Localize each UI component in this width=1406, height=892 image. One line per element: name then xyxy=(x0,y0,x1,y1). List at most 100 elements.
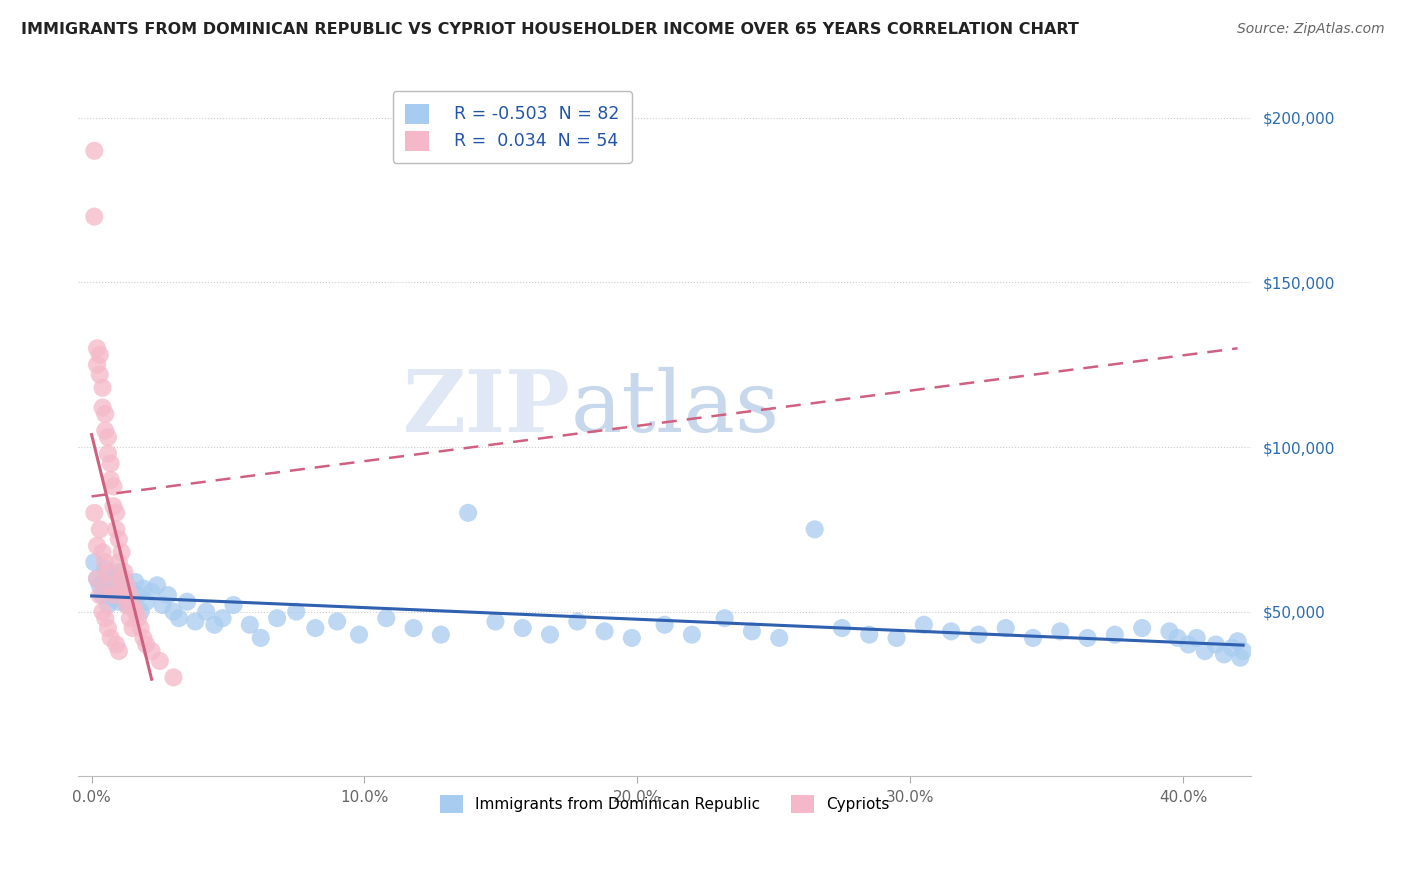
Point xyxy=(103,479,125,493)
Point xyxy=(538,627,561,641)
Point xyxy=(100,457,122,471)
Point xyxy=(713,611,735,625)
Point xyxy=(100,578,122,592)
Point xyxy=(100,631,122,645)
Point xyxy=(127,611,149,625)
Point xyxy=(94,555,117,569)
Point xyxy=(430,627,453,641)
Point xyxy=(768,631,790,645)
Point xyxy=(1077,631,1099,645)
Point xyxy=(886,631,908,645)
Point xyxy=(202,617,225,632)
Point xyxy=(105,522,128,536)
Point xyxy=(803,522,825,536)
Point xyxy=(94,611,117,625)
Point xyxy=(89,522,111,536)
Point xyxy=(402,621,425,635)
Point xyxy=(112,588,135,602)
Point xyxy=(86,572,108,586)
Point xyxy=(105,506,128,520)
Point xyxy=(512,621,534,635)
Point xyxy=(100,572,122,586)
Point xyxy=(135,595,157,609)
Point xyxy=(112,588,135,602)
Point xyxy=(129,621,152,635)
Point xyxy=(97,598,120,612)
Point xyxy=(86,358,108,372)
Point xyxy=(110,572,132,586)
Point xyxy=(115,598,138,612)
Point xyxy=(97,430,120,444)
Point xyxy=(103,500,125,514)
Point xyxy=(135,638,157,652)
Point xyxy=(112,565,135,579)
Point xyxy=(94,424,117,438)
Point xyxy=(167,611,190,625)
Point xyxy=(97,565,120,579)
Point xyxy=(91,401,114,415)
Point xyxy=(91,605,114,619)
Point xyxy=(184,615,207,629)
Point xyxy=(1213,648,1236,662)
Point xyxy=(149,654,172,668)
Point xyxy=(152,598,174,612)
Point xyxy=(115,598,138,612)
Point xyxy=(132,582,155,596)
Point xyxy=(266,611,288,625)
Point xyxy=(326,615,349,629)
Text: Source: ZipAtlas.com: Source: ZipAtlas.com xyxy=(1237,22,1385,37)
Point xyxy=(121,598,143,612)
Point xyxy=(1177,638,1199,652)
Point xyxy=(115,578,138,592)
Point xyxy=(94,562,117,576)
Point xyxy=(285,605,308,619)
Point xyxy=(249,631,271,645)
Point xyxy=(654,617,676,632)
Point xyxy=(89,348,111,362)
Point xyxy=(1220,640,1243,655)
Point xyxy=(195,605,218,619)
Point xyxy=(1049,624,1071,639)
Point xyxy=(375,611,398,625)
Point xyxy=(108,644,131,658)
Point xyxy=(912,617,935,632)
Point xyxy=(858,627,880,641)
Point xyxy=(939,624,962,639)
Point xyxy=(91,545,114,559)
Point xyxy=(108,532,131,546)
Point xyxy=(1194,644,1216,658)
Point xyxy=(681,627,703,641)
Text: ZIP: ZIP xyxy=(404,367,571,450)
Point xyxy=(86,539,108,553)
Point xyxy=(110,545,132,559)
Point xyxy=(1205,638,1227,652)
Point xyxy=(86,572,108,586)
Point xyxy=(1130,621,1153,635)
Point xyxy=(239,617,262,632)
Point xyxy=(347,627,370,641)
Point xyxy=(484,615,506,629)
Point xyxy=(211,611,233,625)
Point xyxy=(1104,627,1126,641)
Point xyxy=(121,591,143,606)
Point xyxy=(103,591,125,606)
Point xyxy=(105,585,128,599)
Point xyxy=(620,631,643,645)
Point xyxy=(146,578,169,592)
Point xyxy=(83,506,105,520)
Point xyxy=(967,627,990,641)
Point xyxy=(97,621,120,635)
Point xyxy=(593,624,616,639)
Point xyxy=(156,588,179,602)
Point xyxy=(1159,624,1181,639)
Point xyxy=(105,638,128,652)
Point xyxy=(994,621,1017,635)
Point xyxy=(141,585,163,599)
Point xyxy=(97,582,120,596)
Point xyxy=(118,611,141,625)
Point xyxy=(1167,631,1189,645)
Point xyxy=(89,578,111,592)
Point xyxy=(89,368,111,382)
Legend: Immigrants from Dominican Republic, Cypriots: Immigrants from Dominican Republic, Cypr… xyxy=(427,783,901,825)
Point xyxy=(83,144,105,158)
